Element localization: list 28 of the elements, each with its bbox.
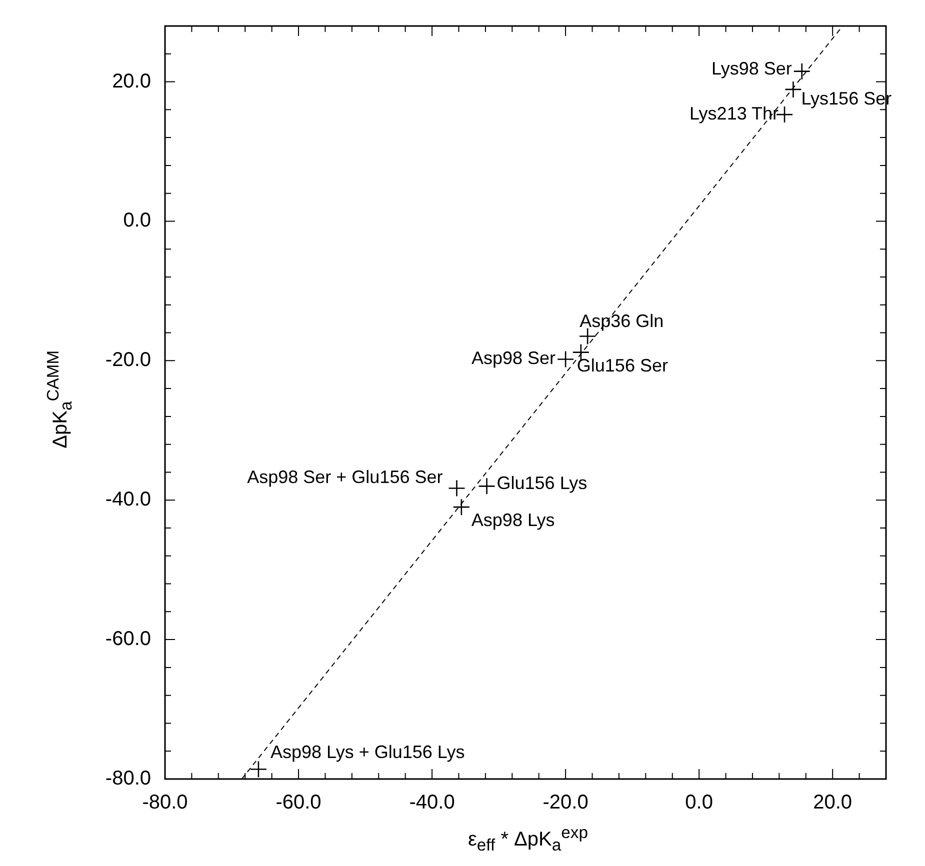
annotation: Lys213 Thr <box>689 104 779 124</box>
y-tick-label: 0.0 <box>123 210 151 232</box>
y-tick-label: -40.0 <box>105 488 151 511</box>
point <box>784 80 802 98</box>
x-tick-label: -80.0 <box>142 792 188 814</box>
point <box>452 498 470 516</box>
annotation: Glu156 Ser <box>576 355 668 376</box>
x-tick-label: -40.0 <box>409 792 455 814</box>
point <box>793 62 811 80</box>
point <box>478 478 496 495</box>
annotation: Glu156 Lys <box>496 473 588 494</box>
y-tick-label: -20.0 <box>105 349 151 372</box>
point <box>556 350 574 368</box>
annotation: Asp98 Lys <box>471 510 555 530</box>
x-tick-label: -20.0 <box>542 792 588 814</box>
point <box>250 760 268 778</box>
annotation: Asp98 Lys + Glu156 Lys <box>270 742 465 762</box>
annotation: Asp98 Ser + Glu156 Ser <box>247 467 443 488</box>
annotation: Asp98 Ser <box>471 348 556 368</box>
x-tick-label: -60.0 <box>276 792 322 814</box>
x-tick-label: 20.0 <box>813 792 852 814</box>
x-tick-label: 0.0 <box>685 792 713 814</box>
point <box>448 480 466 497</box>
annotation: Asp36 Gln <box>580 311 664 332</box>
y-tick-label: -60.0 <box>105 628 151 650</box>
y-tick-label: 20.0 <box>112 70 151 92</box>
y-tick-label: -80.0 <box>105 768 151 790</box>
annotation: Lys98 Ser <box>711 58 792 78</box>
